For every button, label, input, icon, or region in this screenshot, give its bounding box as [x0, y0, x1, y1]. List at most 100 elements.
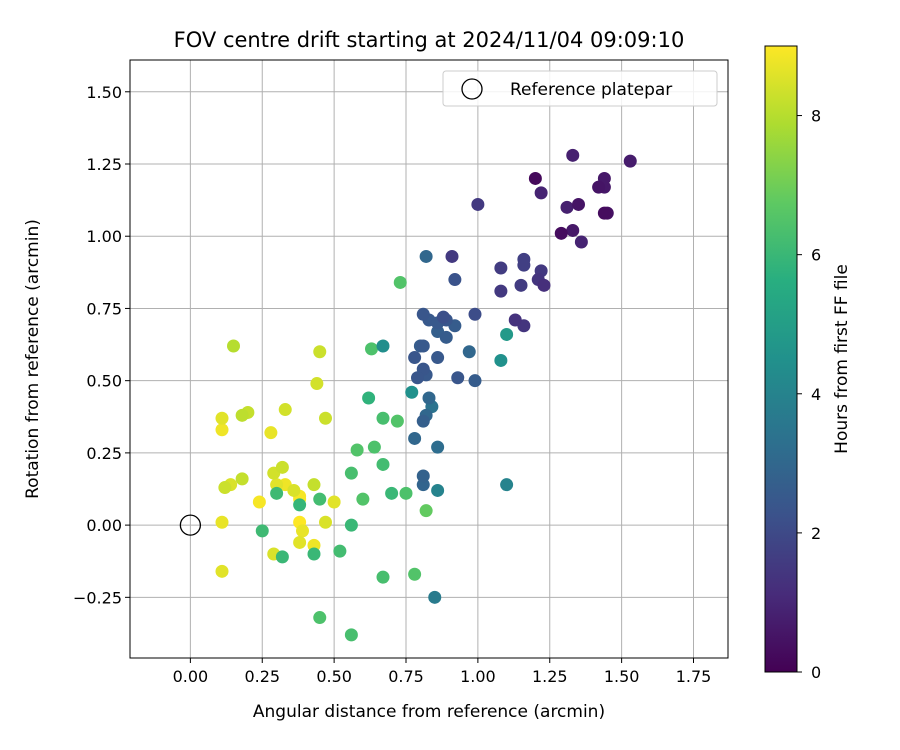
scatter-point — [439, 330, 453, 344]
scatter-point — [592, 180, 606, 194]
scatter-point — [327, 495, 341, 509]
scatter-point — [494, 284, 508, 298]
x-tick-label: 0.25 — [244, 667, 280, 686]
scatter-point — [313, 492, 327, 506]
scatter-point — [356, 492, 370, 506]
scatter-point — [376, 457, 390, 471]
x-axis-ticks: 0.00 0.25 0.50 0.75 1.00 1.25 1.50 1.75 — [173, 658, 712, 686]
y-tick-label: 0.50 — [86, 372, 122, 391]
y-axis-ticks: −0.25 0.00 0.25 0.50 0.75 1.00 1.25 1.50 — [73, 83, 130, 607]
x-axis-label: Angular distance from reference (arcmin) — [253, 702, 605, 722]
scatter-point — [416, 307, 430, 321]
scatter-point — [278, 403, 292, 417]
scatter-point — [500, 327, 514, 341]
scatter-point — [319, 515, 332, 529]
scatter-point — [408, 567, 422, 581]
scatter-points — [179, 148, 637, 642]
scatter-point — [436, 310, 450, 324]
scatter-point — [517, 258, 531, 272]
scatter-point — [215, 515, 229, 529]
scatter-point — [419, 249, 433, 263]
scatter-point — [416, 469, 430, 483]
y-tick-label: 1.00 — [86, 227, 122, 246]
colorbar-tick-label: 8 — [811, 107, 821, 126]
scatter-point — [566, 223, 580, 237]
scatter-point — [252, 495, 266, 509]
scatter-point — [344, 466, 358, 480]
scatter-point — [431, 483, 445, 497]
scatter-point — [405, 385, 419, 399]
scatter-point — [365, 342, 378, 356]
legend-open-circle-marker — [461, 78, 483, 100]
scatter-point — [445, 249, 459, 263]
scatter-point — [218, 481, 232, 495]
scatter-point — [597, 206, 611, 220]
scatter-point — [560, 200, 574, 214]
scatter-point — [411, 371, 424, 385]
scatter-point — [468, 374, 482, 388]
plot-frame — [129, 59, 729, 659]
colorbar-label: Hours from first FF file — [832, 264, 852, 454]
scatter-point — [287, 483, 301, 497]
scatter-point — [431, 351, 445, 365]
x-tick-label: 1.00 — [460, 667, 496, 686]
scatter-point — [471, 197, 485, 211]
colorbar-tick-label: 4 — [811, 385, 821, 404]
scatter-point — [313, 345, 327, 359]
scatter-point — [350, 443, 364, 457]
legend: Reference platepar — [442, 70, 718, 107]
scatter-point — [574, 235, 588, 249]
scatter-point — [235, 408, 249, 422]
scatter-point — [448, 273, 462, 287]
scatter-point — [408, 351, 422, 365]
scatter-point — [422, 391, 436, 405]
scatter-point — [264, 426, 278, 440]
scatter-point — [293, 535, 307, 549]
legend-box — [442, 70, 718, 107]
y-tick-label: 0.75 — [86, 299, 122, 318]
scatter-point — [416, 339, 430, 353]
scatter-point — [500, 478, 514, 492]
scatter-point — [215, 564, 229, 578]
scatter-point — [537, 278, 551, 292]
scatter-point — [376, 339, 390, 353]
scatter-point — [296, 524, 309, 538]
y-tick-label: 0.25 — [86, 444, 122, 463]
scatter-point — [307, 478, 321, 492]
scatter-point — [566, 148, 580, 162]
scatter-point — [333, 544, 347, 558]
scatter-point — [275, 460, 289, 474]
y-tick-label: 1.25 — [86, 155, 122, 174]
scatter-point — [623, 154, 637, 168]
scatter-point — [462, 345, 476, 359]
colorbar-bar — [764, 45, 798, 673]
scatter-point — [376, 411, 390, 425]
grid — [130, 60, 728, 658]
scatter-point — [431, 440, 445, 454]
scatter-point — [528, 171, 542, 185]
scatter-point — [385, 486, 399, 500]
colorbar-tick-label: 6 — [811, 246, 821, 265]
scatter-point — [494, 353, 508, 367]
scatter-point — [344, 518, 358, 532]
x-tick-label: 0.00 — [173, 667, 209, 686]
scatter-point — [508, 313, 522, 327]
scatter-point — [319, 411, 332, 425]
scatter-point — [428, 590, 442, 604]
scatter-point — [215, 411, 229, 425]
x-tick-label: 1.25 — [532, 667, 568, 686]
y-tick-label: 0.00 — [86, 516, 122, 535]
y-tick-label: 1.50 — [86, 83, 122, 102]
scatter-point — [367, 440, 381, 454]
scatter-point — [408, 431, 422, 445]
colorbar-ticks: 0 2 4 6 8 — [797, 107, 821, 682]
chart-title: FOV centre drift starting at 2024/11/04 … — [174, 28, 685, 52]
scatter-point — [344, 628, 358, 642]
scatter-point — [275, 550, 289, 564]
x-tick-label: 1.75 — [676, 667, 712, 686]
y-tick-label: −0.25 — [73, 588, 122, 607]
scatter-point — [310, 377, 324, 391]
scatter-point — [416, 414, 430, 428]
reference-platepar-marker — [179, 514, 202, 536]
